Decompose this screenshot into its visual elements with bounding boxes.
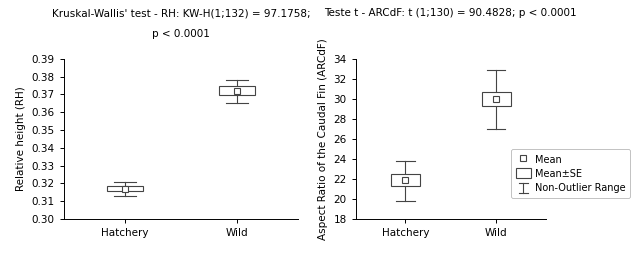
- Text: p < 0.0001: p < 0.0001: [152, 29, 210, 39]
- Bar: [482, 92, 511, 106]
- Y-axis label: Relative height (RH): Relative height (RH): [16, 87, 26, 191]
- Text: Kruskal-Wallis' test - RH: KW-H(1;132) = 97.1758;: Kruskal-Wallis' test - RH: KW-H(1;132) =…: [51, 8, 311, 18]
- Bar: [219, 86, 255, 95]
- Bar: [107, 186, 143, 191]
- Legend: Mean, Mean±SE, Non-Outlier Range: Mean, Mean±SE, Non-Outlier Range: [511, 150, 630, 198]
- Y-axis label: Aspect Ratio of the Caudal Fin (ARCdF): Aspect Ratio of the Caudal Fin (ARCdF): [318, 38, 328, 240]
- Bar: [391, 174, 420, 186]
- Text: Teste t - ARCdF: t (1;130) = 90.4828; p < 0.0001: Teste t - ARCdF: t (1;130) = 90.4828; p …: [324, 8, 577, 18]
